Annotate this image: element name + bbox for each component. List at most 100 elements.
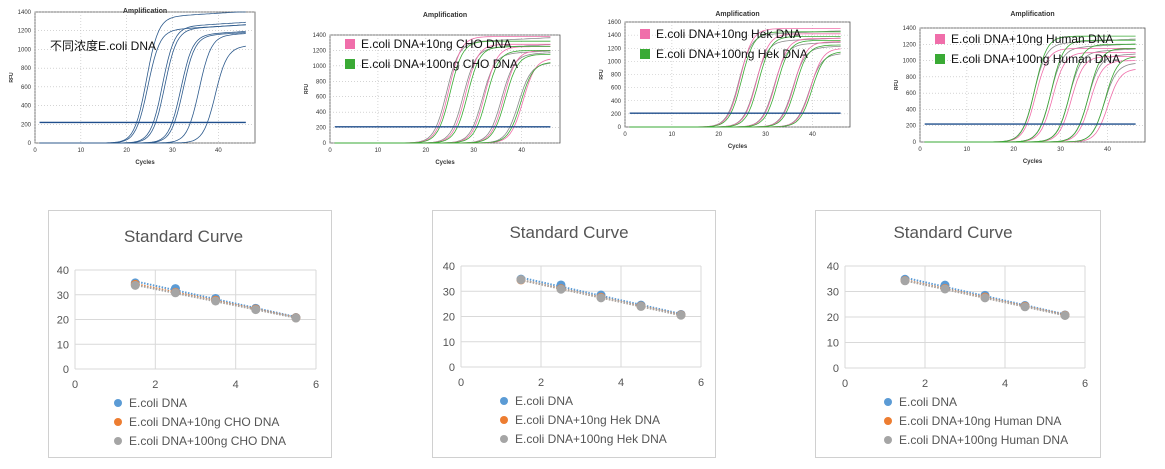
y-tick-label: 200 — [906, 124, 917, 130]
legend-marker — [884, 436, 892, 444]
y-tick-label: 1200 — [608, 46, 622, 52]
y-tick-label: 10 — [443, 337, 455, 349]
standard-curve-panel-1 — [48, 210, 332, 458]
amplification-curve — [39, 45, 246, 144]
legend-label: E.coli DNA+10ng Hek DNA — [515, 413, 660, 427]
y-axis-label: RFU — [894, 79, 900, 90]
y-tick-label: 800 — [21, 66, 32, 72]
chart-title: Amplification — [715, 11, 759, 18]
chart-title: Standard Curve — [124, 227, 243, 246]
legend-label: E.coli DNA+10ng Human DNA — [899, 414, 1061, 428]
x-tick-label: 2 — [152, 379, 158, 391]
amplification-curve — [629, 51, 841, 128]
data-point — [1060, 310, 1070, 320]
chart-title: Standard Curve — [893, 223, 1012, 242]
x-tick-label: 0 — [623, 132, 627, 138]
chart-title: Amplification — [123, 8, 167, 15]
legend-marker — [114, 399, 122, 407]
legend-label: E.coli DNA — [129, 396, 187, 410]
y-tick-label: 1000 — [18, 47, 32, 53]
legend-label: E.coli DNA+10ng Human DNA — [951, 32, 1113, 46]
x-tick-label: 0 — [458, 377, 464, 389]
x-axis-label: Cycles — [728, 144, 748, 150]
y-tick-label: 1600 — [608, 20, 622, 26]
x-tick-label: 20 — [123, 148, 130, 154]
y-axis-label: RFU — [9, 72, 15, 83]
x-tick-label: 10 — [375, 148, 382, 154]
amplification-curve — [334, 62, 551, 144]
legend-marker — [114, 418, 122, 426]
y-tick-label: 0 — [323, 141, 327, 147]
x-tick-label: 20 — [422, 148, 429, 154]
y-tick-label: 1200 — [903, 42, 917, 48]
y-tick-label: 1000 — [313, 64, 327, 70]
x-tick-label: 40 — [518, 148, 525, 154]
x-axis-label: Cycles — [435, 160, 455, 166]
legend-label: E.coli DNA+100ng Human DNA — [899, 433, 1068, 447]
legend-marker — [114, 437, 122, 445]
legend-label: E.coli DNA+100ng CHO DNA — [361, 57, 518, 71]
legend-label: E.coli DNA+10ng CHO DNA — [129, 415, 279, 429]
x-tick-label: 6 — [1082, 378, 1088, 390]
legend-label: E.coli DNA+10ng Hek DNA — [656, 27, 801, 41]
y-tick-label: 1400 — [18, 10, 32, 16]
x-tick-label: 0 — [918, 147, 922, 153]
y-tick-label: 0 — [913, 140, 917, 146]
y-tick-label: 20 — [827, 312, 839, 324]
legend-label: E.coli DNA+100ng Hek DNA — [656, 47, 808, 61]
legend-label: E.coli DNA+100ng Human DNA — [951, 52, 1120, 66]
y-tick-label: 200 — [611, 112, 622, 118]
annotation: 不同浓度E.coli DNA — [50, 38, 156, 53]
x-tick-label: 40 — [809, 132, 816, 138]
legend-marker — [884, 417, 892, 425]
standard-curve-panel-2 — [432, 210, 716, 458]
y-tick-label: 600 — [21, 85, 32, 91]
y-tick-label: 1400 — [313, 33, 327, 39]
legend-swatch — [345, 59, 355, 69]
data-point — [130, 280, 140, 290]
x-tick-label: 2 — [538, 377, 544, 389]
x-axis-label: Cycles — [1023, 159, 1043, 165]
data-point — [1020, 302, 1030, 312]
legend-swatch — [345, 39, 355, 49]
x-tick-label: 0 — [328, 148, 332, 154]
y-tick-label: 800 — [611, 73, 622, 79]
legend-label: E.coli DNA+100ng Hek DNA — [515, 432, 667, 446]
legend-swatch — [935, 34, 945, 44]
legend-label: E.coli DNA+10ng CHO DNA — [361, 37, 511, 51]
legend-marker — [884, 398, 892, 406]
y-tick-label: 600 — [906, 91, 917, 97]
data-point — [940, 284, 950, 294]
y-tick-label: 400 — [316, 110, 327, 116]
x-tick-label: 30 — [169, 148, 176, 154]
data-point — [251, 305, 261, 315]
y-tick-label: 30 — [443, 286, 455, 298]
legend-swatch — [935, 54, 945, 64]
data-point — [211, 296, 221, 306]
y-tick-label: 10 — [57, 339, 69, 351]
amplification-curve — [924, 56, 1136, 143]
y-tick-label: 40 — [827, 261, 839, 273]
legend-label: E.coli DNA — [899, 395, 957, 409]
data-point — [676, 310, 686, 320]
y-tick-label: 400 — [906, 107, 917, 113]
data-point — [900, 276, 910, 286]
x-axis-label: Cycles — [135, 160, 155, 166]
y-tick-label: 30 — [57, 290, 69, 302]
y-tick-label: 20 — [57, 315, 69, 327]
y-tick-label: 1400 — [608, 33, 622, 39]
y-tick-label: 10 — [827, 338, 839, 350]
y-tick-label: 0 — [833, 363, 839, 375]
x-tick-label: 6 — [698, 377, 704, 389]
y-tick-label: 40 — [443, 261, 455, 273]
x-tick-label: 6 — [313, 379, 319, 391]
x-tick-label: 10 — [964, 147, 971, 153]
y-axis-label: RFU — [304, 83, 310, 94]
y-tick-label: 800 — [316, 79, 327, 85]
y-tick-label: 0 — [449, 362, 455, 374]
y-axis-label: RFU — [599, 69, 605, 80]
